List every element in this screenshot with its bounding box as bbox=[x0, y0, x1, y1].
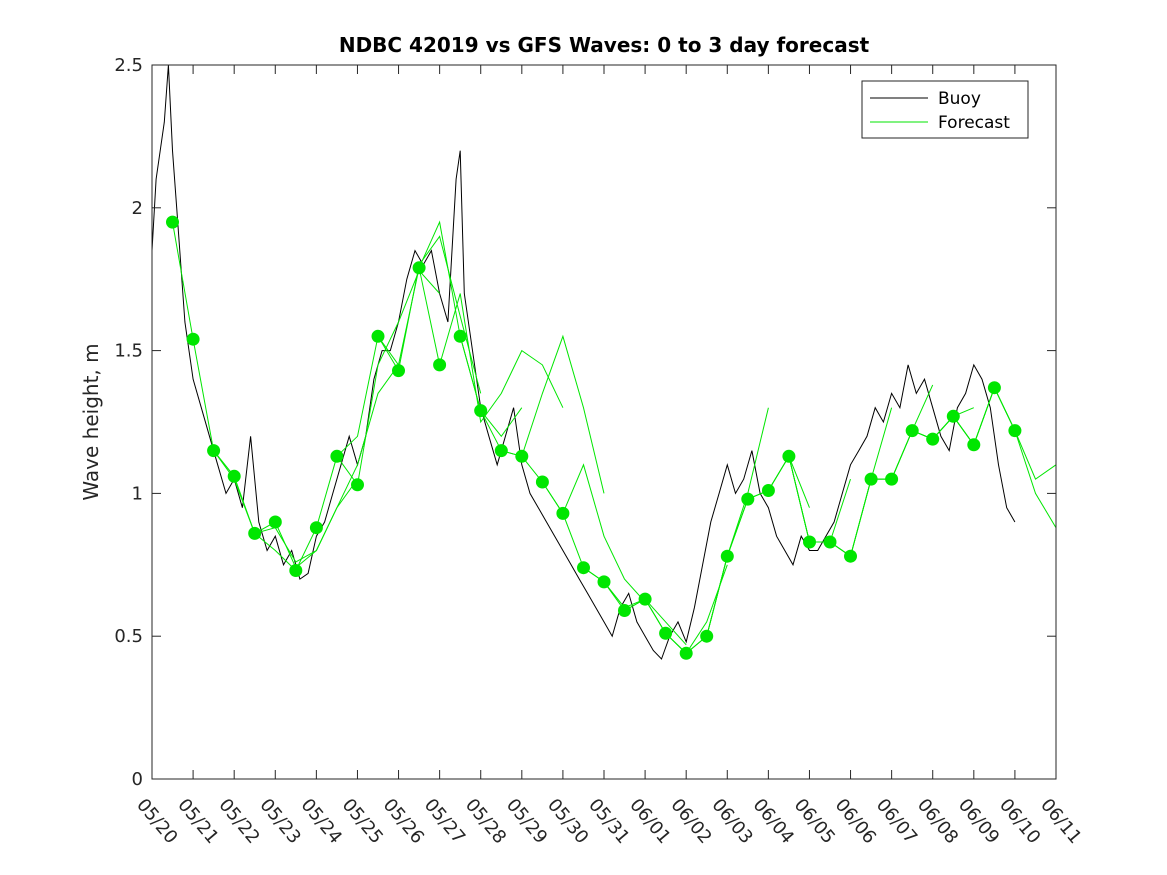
buoy-series bbox=[151, 64, 1016, 660]
forecast-run-9 bbox=[541, 481, 687, 646]
legend-forecast-label: Forecast bbox=[938, 113, 1010, 133]
x-tick-label: 06/06 bbox=[831, 795, 880, 848]
x-tick-label: 05/21 bbox=[173, 795, 222, 848]
x-tick-label: 06/04 bbox=[749, 795, 798, 848]
forecast-marker bbox=[1008, 424, 1022, 438]
forecast-marker bbox=[309, 521, 323, 535]
forecast-marker bbox=[597, 575, 611, 589]
x-tick-label: 05/25 bbox=[338, 795, 387, 848]
x-tick-label: 06/05 bbox=[790, 795, 839, 848]
x-tick-label: 05/24 bbox=[297, 795, 346, 848]
y-tick-label: 0 bbox=[132, 769, 143, 790]
forecast-marker bbox=[967, 438, 981, 452]
forecast-marker bbox=[535, 475, 549, 489]
forecast-marker bbox=[638, 592, 652, 606]
forecast-marker bbox=[556, 506, 570, 520]
x-tick-label: 06/11 bbox=[1036, 795, 1085, 848]
forecast-marker bbox=[885, 472, 899, 486]
x-tick-label: 05/22 bbox=[214, 795, 263, 848]
forecast-run-6 bbox=[418, 267, 564, 424]
x-tick-label: 05/26 bbox=[379, 795, 428, 848]
forecast-marker bbox=[864, 472, 878, 486]
forecast-marker bbox=[351, 478, 364, 492]
forecast-marker bbox=[207, 444, 221, 458]
y-tick-label: 2.5 bbox=[114, 55, 143, 76]
forecast-marker bbox=[515, 449, 529, 463]
forecast-marker bbox=[577, 561, 590, 575]
forecast-marker bbox=[227, 469, 241, 483]
x-tick-label: 06/01 bbox=[625, 795, 674, 848]
x-tick-label: 06/09 bbox=[954, 795, 1003, 848]
forecast-marker bbox=[823, 535, 837, 549]
forecast-marker bbox=[761, 484, 775, 497]
forecast-markers bbox=[166, 215, 1022, 660]
forecast-marker bbox=[618, 604, 631, 617]
x-tick-label: 05/30 bbox=[543, 795, 592, 848]
x-tick-label: 05/20 bbox=[132, 795, 181, 848]
forecast-marker bbox=[844, 549, 857, 563]
forecast-marker bbox=[679, 646, 693, 660]
forecast-marker bbox=[905, 424, 919, 438]
x-tick-label: 05/27 bbox=[420, 795, 469, 848]
forecast-marker bbox=[987, 381, 1001, 395]
forecast-marker bbox=[946, 409, 960, 423]
forecast-marker bbox=[494, 444, 508, 458]
x-tick-label: 05/23 bbox=[255, 795, 304, 848]
forecast-run-2 bbox=[254, 364, 399, 569]
plot-background bbox=[152, 65, 1056, 779]
forecast-run-5 bbox=[377, 220, 523, 438]
forecast-marker bbox=[453, 329, 467, 343]
x-tick-label: 06/07 bbox=[872, 795, 921, 848]
x-tick-label: 06/03 bbox=[707, 795, 756, 848]
forecast-marker bbox=[659, 626, 673, 640]
forecast-marker bbox=[166, 215, 179, 229]
forecast-marker bbox=[741, 492, 755, 506]
forecast-marker bbox=[330, 449, 344, 463]
forecast-run-3 bbox=[295, 269, 440, 571]
forecast-marker bbox=[803, 535, 816, 549]
chart-title: NDBC 42019 vs GFS Waves: 0 to 3 day fore… bbox=[339, 33, 870, 57]
x-tick-label: 06/10 bbox=[995, 795, 1044, 848]
forecast-marker bbox=[248, 526, 262, 540]
forecast-marker bbox=[700, 629, 714, 643]
x-tick-label: 06/08 bbox=[913, 795, 962, 848]
y-tick-label: 2 bbox=[132, 198, 143, 219]
forecast-marker bbox=[268, 515, 282, 529]
x-tick-label: 05/29 bbox=[502, 795, 551, 848]
forecast-run-7 bbox=[459, 334, 605, 494]
x-tick-label: 05/28 bbox=[461, 795, 510, 848]
forecast-marker bbox=[433, 358, 447, 372]
forecast-marker bbox=[412, 261, 426, 275]
forecast-marker bbox=[926, 432, 940, 446]
x-tick-label: 05/31 bbox=[584, 795, 633, 848]
forecast-marker bbox=[371, 329, 385, 343]
forecast-marker bbox=[474, 404, 488, 418]
forecast-marker bbox=[782, 449, 796, 463]
y-axis: 0 0.5 1 1.5 2 2.5 bbox=[114, 55, 1056, 790]
y-tick-label: 0.5 bbox=[114, 626, 143, 647]
legend-box bbox=[861, 80, 1029, 139]
legend-buoy-label: Buoy bbox=[938, 89, 981, 109]
y-axis-label: Wave height, m bbox=[79, 343, 103, 500]
forecast-marker bbox=[186, 332, 200, 346]
legend: Buoy Forecast bbox=[861, 80, 1029, 139]
x-tick-label: 06/02 bbox=[666, 795, 715, 848]
y-tick-label: 1.5 bbox=[114, 341, 143, 362]
forecast-marker bbox=[392, 364, 405, 378]
forecast-marker bbox=[289, 564, 303, 577]
y-tick-label: 1 bbox=[132, 483, 143, 504]
forecast-marker bbox=[720, 549, 734, 563]
buoy-line bbox=[151, 64, 1016, 660]
